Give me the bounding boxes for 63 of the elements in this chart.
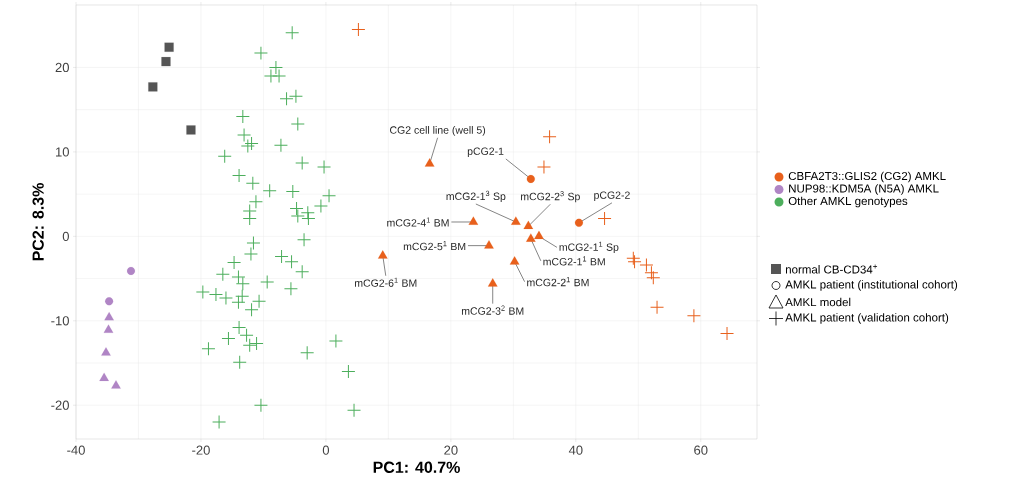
- text: AMKL patient (institutional cohort): [785, 280, 958, 291]
- legend-label: normal CB-CD34$^{+}$: [785, 264, 878, 274]
- point: [650, 300, 665, 315]
- point: [377, 250, 388, 259]
- annotation: mCG2-1$^{1}$ BM: [543, 256, 605, 266]
- annotation: mCG2-2$^{1}$ BM: [527, 277, 589, 287]
- text: AMKL patient (validation cohort): [785, 313, 949, 324]
- text: AMKL model: [785, 297, 851, 307]
- x-axis-title: PC1: 40.7%: [373, 461, 460, 473]
- point: [523, 220, 534, 230]
- x-tick-label: 40: [568, 445, 583, 455]
- point: [164, 42, 174, 52]
- point: [148, 82, 158, 92]
- y-tick-label: -20: [51, 400, 69, 410]
- legend-label: NUP98::KDM5A (N5A) AMKL: [789, 184, 939, 195]
- annotation: mCG2-2$^{3}$ Sp: [521, 191, 580, 203]
- point: [186, 125, 196, 135]
- annotation: mCG2-1$^{1}$ Sp: [559, 241, 619, 253]
- annotation: mCG2-1$^{3}$ Sp: [446, 190, 506, 203]
- point: [103, 324, 114, 333]
- legend-label: Other AMKL genotypes: [788, 196, 908, 208]
- y-tick-label: -10: [51, 316, 69, 326]
- point: [101, 347, 111, 356]
- point: [468, 216, 479, 225]
- annotation: mCG2-6$^{1}$ BM: [355, 277, 417, 287]
- annotation: mCG2-3$^{2}$ BM: [461, 305, 524, 315]
- point: [720, 326, 735, 341]
- point: [509, 256, 520, 265]
- point: [99, 372, 109, 382]
- annotation: mCG2-4$^{1}$ BM: [387, 217, 449, 227]
- point: [424, 158, 435, 167]
- point: [597, 211, 612, 226]
- x-tick-label: 20: [444, 445, 458, 455]
- y-tick-label: 20: [55, 62, 69, 73]
- point: [511, 216, 521, 225]
- y-axis-title: PC2: 8.3%: [32, 183, 44, 261]
- point: [105, 297, 114, 306]
- point: [526, 174, 535, 183]
- legend-label: CBFA2T3::GLIS2 (CG2) AMKL: [788, 171, 946, 183]
- point: [536, 160, 551, 175]
- point: [534, 230, 544, 240]
- x-tick-label: 0: [322, 445, 330, 455]
- point: [526, 233, 536, 242]
- annotation: pCG2-2: [594, 191, 630, 201]
- annotation: pCG2-1: [467, 147, 504, 158]
- point: [161, 57, 171, 67]
- annotation: CG2 cell line (well 5): [390, 126, 486, 136]
- point: [574, 218, 584, 227]
- point: [111, 380, 121, 389]
- x-tick-label: -40: [67, 445, 85, 455]
- point: [646, 270, 661, 285]
- y-tick-label: 0: [62, 231, 69, 241]
- point: [351, 22, 366, 37]
- point: [686, 308, 701, 323]
- x-tick-label: -20: [192, 445, 210, 455]
- x-tick-label: 60: [694, 445, 708, 455]
- point: [487, 278, 498, 287]
- point: [104, 311, 114, 321]
- y-tick-label: 10: [56, 147, 69, 157]
- point: [126, 266, 136, 276]
- annotation: mCG2-5$^{1}$ BM: [403, 241, 466, 251]
- point: [542, 129, 557, 144]
- point: [484, 240, 494, 249]
